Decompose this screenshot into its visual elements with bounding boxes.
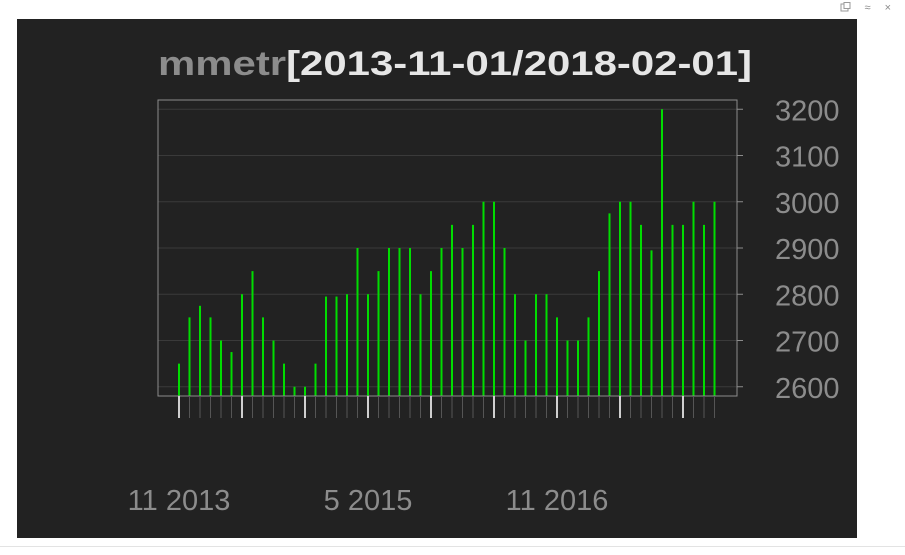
y-tick-label: 3200 (775, 95, 840, 127)
popout-icon[interactable] (840, 2, 851, 15)
window-controls: ≈ × (840, 2, 891, 15)
x-tick-label: 11 2013 (128, 485, 231, 517)
divider (0, 546, 905, 547)
chevron-up-icon[interactable]: ≈ (864, 2, 871, 14)
x-tick-label: 11 2016 (506, 485, 609, 517)
title-range: [2013-11-01/2018-02-01] (286, 45, 752, 83)
plot-panel: mmetr [2013-11-01/2018-02-01] 2600 2700 2800… (17, 19, 857, 538)
plot-frame (157, 99, 738, 397)
title-prefix: mmetr (158, 45, 286, 83)
y-tick-label: 3000 (775, 188, 840, 220)
y-tick-label: 2700 (775, 327, 840, 359)
y-tick-label: 2800 (775, 280, 840, 312)
y-tick-label: 2600 (775, 373, 840, 405)
close-icon[interactable]: × (884, 2, 891, 14)
x-tick-label: 5 2015 (324, 485, 413, 517)
y-tick-label: 2900 (775, 234, 840, 266)
y-tick-label: 3100 (775, 142, 840, 174)
chart: mmetr [2013-11-01/2018-02-01] 2600 2700 2800… (128, 45, 840, 517)
chart-title: mmetr [2013-11-01/2018-02-01] (158, 45, 752, 83)
